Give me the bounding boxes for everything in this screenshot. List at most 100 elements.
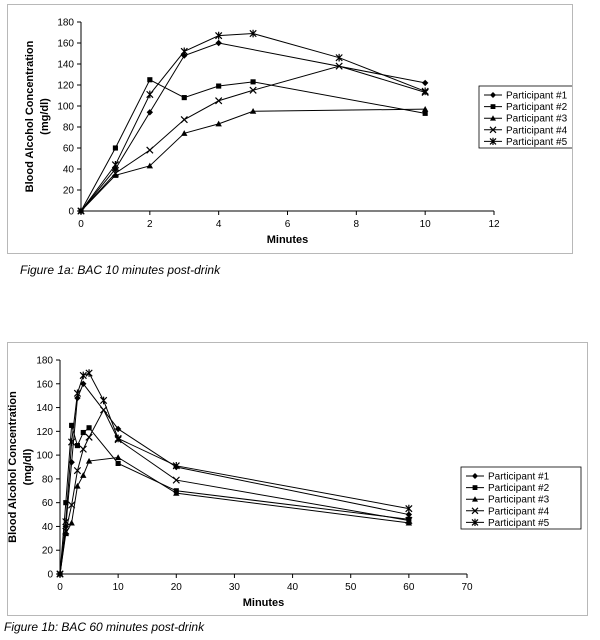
chart-1b-y-tick-label: 180 bbox=[36, 356, 53, 367]
chart-1b-series-4-point bbox=[99, 406, 108, 414]
chart-1a-series-3-point bbox=[146, 162, 154, 169]
chart-1a-x-tick-label: 12 bbox=[488, 219, 500, 230]
chart-1a-legend-box bbox=[478, 85, 587, 149]
chart-1b-series-5-point bbox=[73, 389, 82, 398]
chart-1b-legend-label-1: Participant #1 bbox=[488, 472, 550, 483]
chart-1a-y-tick-label: 120 bbox=[57, 81, 74, 92]
chart-1b-series-5-point bbox=[405, 504, 413, 513]
chart-1b-x-axis-title: Minutes bbox=[243, 597, 285, 609]
chart-1a-y-tick-label: 180 bbox=[57, 18, 74, 29]
chart-1a-series-line-5 bbox=[80, 33, 426, 212]
chart-1b-series-2-point bbox=[74, 443, 81, 449]
chart-1a-series-3-point bbox=[112, 172, 119, 178]
chart-1b-series-4-point bbox=[68, 501, 76, 509]
chart-1a-series-5-point bbox=[249, 29, 257, 38]
chart-1a-x-tick-label: 2 bbox=[147, 219, 153, 230]
chart-1b-y-tick-label: 100 bbox=[36, 451, 53, 462]
chart-1a-legend-label-3: Participant #3 bbox=[506, 114, 568, 125]
chart-1a-series-5-point bbox=[215, 31, 223, 40]
chart-1a-x-tick-label: 6 bbox=[285, 219, 291, 230]
chart-1b-legend-marker-2 bbox=[472, 485, 478, 490]
chart-1a-x-tick-label: 4 bbox=[216, 219, 222, 230]
chart-1a-y-tick-label: 100 bbox=[57, 102, 74, 113]
chart-1b-legend-marker-1 bbox=[472, 473, 478, 479]
chart-1a-y-tick-label: 140 bbox=[57, 60, 74, 71]
chart-1a-series-3-point bbox=[249, 108, 257, 114]
chart-1b-series-5-point bbox=[79, 371, 87, 380]
chart-1a-y-tick-label: 60 bbox=[63, 144, 75, 155]
chart-1b-series-4-point bbox=[172, 476, 180, 484]
chart-1b-series-line-5 bbox=[59, 372, 409, 575]
chart-1a-series-5-point bbox=[335, 53, 343, 62]
chart-1a-y-tick-label: 160 bbox=[57, 39, 74, 50]
chart-1a-series-4-point bbox=[249, 86, 257, 94]
chart-1b-x-tick-label: 70 bbox=[461, 582, 473, 593]
chart-1b-y-tick-label: 0 bbox=[47, 570, 53, 581]
chart-1a-y-axis-unit: (mg/dl) bbox=[39, 98, 51, 135]
chart-1b-y-tick-label: 40 bbox=[42, 522, 54, 533]
chart-1b-legend-marker-4 bbox=[471, 507, 479, 515]
chart-1a-legend-label-4: Participant #4 bbox=[506, 125, 568, 136]
chart-1a-x-tick-label: 0 bbox=[78, 219, 84, 230]
chart-panel-1a: 0 20 40 60 80 100 120 140 160 180 0 2 4 6 8 10 12 Minutes… bbox=[7, 4, 587, 254]
chart-1a-series-1 bbox=[77, 39, 429, 215]
chart-1b-series-2-point bbox=[69, 422, 75, 428]
chart-1b-svg: 0 20 40 60 80 100 120 140 160 180 0 10 20 30 40 50 60 70 M… bbox=[7, 356, 582, 610]
chart-1b-series-line-4 bbox=[59, 408, 409, 575]
chart-1b-series-3-point bbox=[114, 454, 122, 461]
chart-1b-series-1-point bbox=[114, 425, 122, 433]
chart-1a-series-1-point bbox=[215, 39, 222, 47]
chart-1a-series-1-point bbox=[112, 165, 119, 173]
chart-1a-y-tick-label: 80 bbox=[63, 123, 75, 134]
chart-1a-legend-marker-1 bbox=[490, 92, 496, 98]
chart-1a-series-4-point bbox=[335, 62, 343, 70]
chart-1b-y-tick-label: 140 bbox=[36, 403, 53, 414]
chart-1b-series-3 bbox=[56, 454, 413, 577]
chart-1b-legend-label-5: Participant #5 bbox=[488, 518, 550, 529]
chart-1b-y-tick-label: 120 bbox=[36, 427, 53, 438]
chart-1a-series-2-point bbox=[422, 110, 428, 116]
chart-1a-series-2-point bbox=[147, 77, 153, 83]
chart-1b-legend-marker-5 bbox=[471, 518, 479, 526]
chart-1b-x-tick-label: 30 bbox=[229, 582, 241, 593]
chart-1b-series-2-point bbox=[86, 425, 92, 431]
chart-1a-series-5-point bbox=[180, 47, 188, 56]
chart-1a-y-tick-label: 40 bbox=[63, 165, 75, 176]
chart-1a-series-4-point bbox=[180, 116, 188, 124]
chart-1b-series-5-point bbox=[172, 461, 180, 470]
chart-1a-series-line-1 bbox=[80, 42, 426, 212]
chart-1b-axes: 0 20 40 60 80 100 120 140 160 180 0 10 20 30 40 50 60 70 M… bbox=[7, 356, 473, 610]
chart-1b-x-tick-label: 40 bbox=[287, 582, 299, 593]
chart-1b-series-3-point bbox=[80, 472, 87, 478]
chart-1b-series-5-point bbox=[68, 438, 76, 446]
figure-1a-caption: Figure 1a: BAC 10 minutes post-drink bbox=[20, 263, 221, 277]
chart-1b-series-5-point bbox=[114, 434, 122, 443]
chart-1b-series-3-point bbox=[68, 519, 75, 526]
chart-1a-series-line-2 bbox=[80, 79, 426, 212]
chart-1b-legend-label-3: Participant #3 bbox=[488, 495, 550, 506]
chart-1a-legend-label-1: Participant #1 bbox=[506, 91, 568, 102]
chart-1a-series-line-4 bbox=[80, 65, 426, 212]
chart-1b-x-tick-label: 0 bbox=[57, 582, 63, 593]
chart-1b-series-line-3 bbox=[59, 456, 409, 575]
chart-1a-axes: 0 20 40 60 80 100 120 140 160 180 0 2 4 6 8 10 12 Minutes… bbox=[24, 18, 500, 247]
chart-1a-y-axis-title: Blood Alcohol Concentration bbox=[24, 40, 36, 192]
chart-1b-series-2-point bbox=[406, 516, 412, 522]
chart-1a-series-5-point bbox=[111, 160, 120, 169]
chart-1a-legend-label-5: Participant #5 bbox=[506, 137, 568, 148]
chart-1a-series-5-point bbox=[146, 90, 154, 99]
chart-1a-legend-label-2: Participant #2 bbox=[506, 102, 568, 113]
chart-1b-series-3-point bbox=[74, 482, 81, 489]
chart-1a-series-5 bbox=[77, 29, 429, 215]
chart-1b-y-tick-label: 80 bbox=[42, 474, 54, 485]
chart-1b-series-1-point bbox=[68, 459, 75, 466]
chart-1b-series-2-point bbox=[80, 429, 86, 436]
chart-1b-y-axis-unit: (mg/dl) bbox=[22, 448, 34, 485]
chart-1b-series-line-2 bbox=[59, 425, 409, 575]
chart-1a-series-1-point bbox=[181, 52, 188, 59]
chart-1b-series-4-point bbox=[85, 433, 93, 441]
chart-1b-series-5-point bbox=[85, 369, 93, 377]
chart-1a-series-1-point bbox=[421, 79, 429, 87]
chart-1b-series-4-point bbox=[405, 516, 413, 525]
